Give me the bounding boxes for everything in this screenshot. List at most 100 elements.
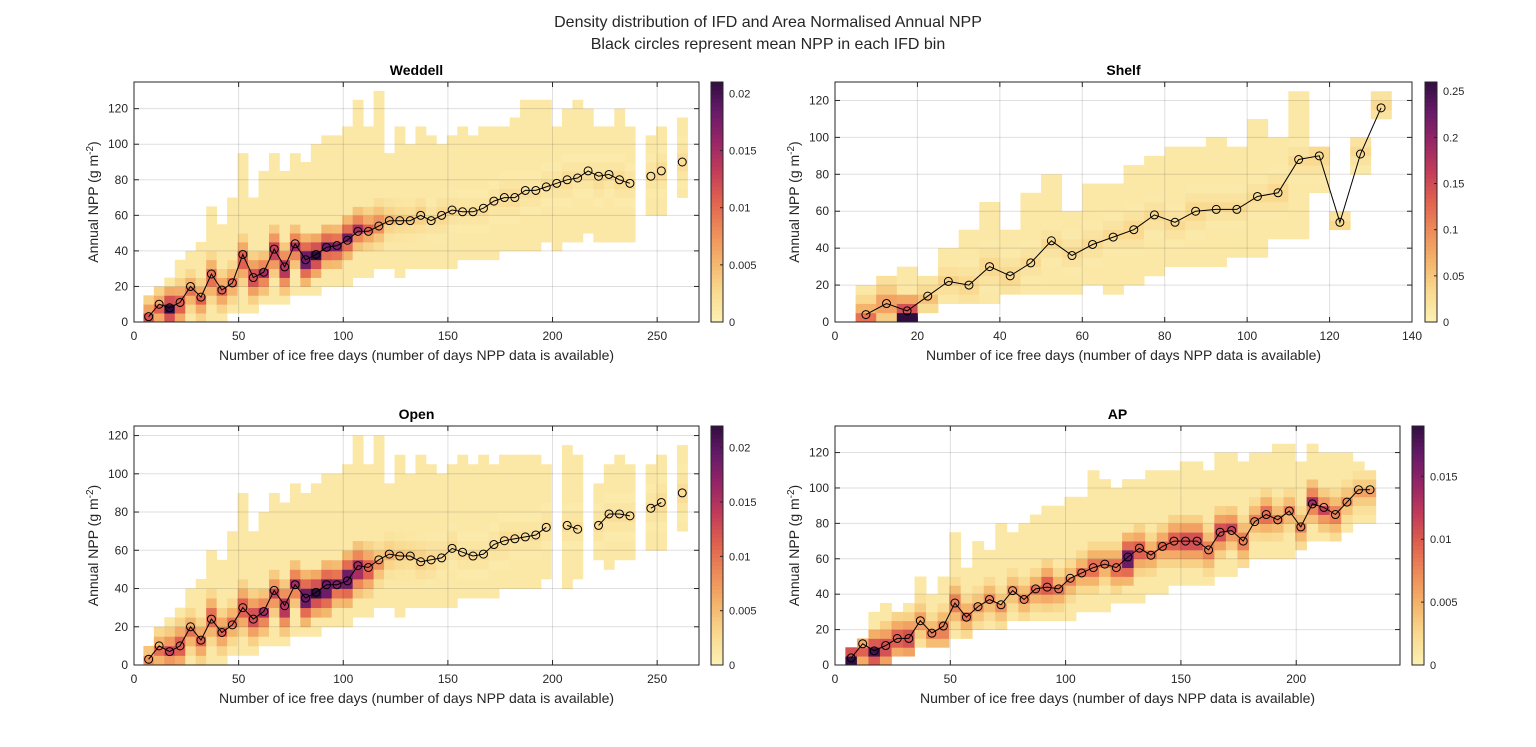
heatmap-cell (153, 313, 165, 323)
heatmap-cell (1029, 576, 1042, 586)
heatmap-cell (279, 569, 291, 580)
heatmap-cell (520, 521, 531, 532)
heatmap-cell (258, 626, 270, 637)
heatmap-cell (856, 656, 869, 666)
heatmap-cell (1329, 452, 1342, 462)
colorbar-step (711, 190, 723, 195)
heatmap-cell (891, 638, 904, 648)
heatmap-cell (1061, 238, 1083, 249)
heatmap-cell (1075, 567, 1088, 577)
heatmap-cell (227, 559, 238, 570)
heatmap-cell (258, 598, 270, 609)
heatmap-cell (310, 492, 322, 503)
mean-npp-marker (499, 193, 509, 203)
heatmap-cell (1123, 174, 1145, 184)
heatmap-cell (1041, 220, 1063, 231)
heatmap-cell (488, 550, 500, 561)
x-tick-label: 200 (1286, 672, 1306, 686)
heatmap-cell (572, 521, 584, 532)
heatmap-cell (1087, 505, 1100, 515)
heatmap-cell (415, 502, 427, 513)
heatmap-cell (478, 569, 490, 580)
colorbar-step (711, 445, 723, 451)
heatmap-cell (415, 540, 427, 551)
heatmap-cell (373, 135, 385, 145)
heatmap-cell (164, 313, 176, 323)
heatmap-cell (614, 144, 626, 154)
heatmap-cell (478, 483, 490, 494)
heatmap-cell (404, 598, 416, 609)
heatmap-cell (342, 242, 354, 252)
heatmap-cell (248, 645, 259, 656)
heatmap-cell (520, 512, 531, 522)
colorbar-step (1412, 521, 1424, 527)
heatmap-cell (1006, 549, 1019, 560)
heatmap-cell (352, 250, 364, 261)
heatmap-cell (279, 277, 291, 287)
heatmap-cell (541, 559, 552, 570)
heatmap-cell (593, 531, 605, 542)
heatmap-cell (1205, 248, 1227, 258)
mean-npp-marker (1192, 536, 1202, 546)
heatmap-cell (1295, 487, 1308, 498)
heatmap-cell (645, 512, 657, 522)
heatmap-cell (1288, 202, 1310, 212)
heatmap-cell (656, 521, 667, 532)
heatmap-cell (1144, 229, 1166, 240)
heatmap-cell (960, 629, 973, 639)
heatmap-cell (436, 502, 448, 513)
heatmap-cell (289, 531, 301, 542)
heatmap-cell (415, 188, 427, 198)
heatmap-cell (457, 206, 469, 216)
colorbar-step (711, 170, 723, 175)
heatmap-cell (572, 179, 584, 190)
heatmap-cell (572, 233, 584, 243)
heatmap-cell (436, 569, 448, 580)
heatmap-cell (467, 502, 479, 513)
heatmap-cell (342, 588, 354, 599)
heatmap-cell (1018, 541, 1031, 551)
heatmap-cell (321, 179, 333, 190)
colorbar: 00.050.10.150.20.25 (1424, 81, 1464, 329)
heatmap-cell (488, 540, 500, 551)
heatmap-cell (499, 170, 511, 181)
heatmap-cell (268, 617, 280, 628)
heatmap-cell (958, 294, 980, 304)
heatmap-cell (960, 603, 973, 613)
heatmap-cell (572, 117, 584, 127)
mean-npp-marker (961, 612, 971, 622)
heatmap-cell (903, 638, 915, 648)
heatmap-cell (926, 638, 939, 648)
heatmap-cell (258, 197, 270, 207)
mean-npp-marker (478, 203, 488, 213)
heatmap-cell (195, 617, 207, 628)
heatmap-cell (289, 153, 301, 163)
heatmap-cell (321, 242, 333, 252)
heatmap-cell (914, 585, 927, 595)
colorbar-step (1425, 302, 1437, 307)
heatmap-cell (561, 153, 573, 163)
heatmap-cell (446, 153, 458, 163)
heatmap-cell (958, 238, 980, 249)
colorbar-step (1425, 94, 1437, 99)
mean-npp-marker (1376, 103, 1386, 113)
colorbar-step (711, 585, 723, 590)
heatmap-cell (1214, 487, 1227, 498)
mean-npp-marker (227, 620, 237, 630)
heatmap-cell (258, 206, 270, 216)
heatmap-cell (185, 645, 197, 656)
heatmap-cell (216, 277, 228, 287)
heatmap-cell (1102, 238, 1124, 249)
heatmap-cell (1329, 514, 1342, 524)
heatmap-cell (1020, 220, 1042, 231)
heatmap-cell (1099, 549, 1111, 560)
heatmap-cell (614, 454, 626, 465)
heatmap-cell (677, 162, 688, 172)
heatmap-cell (614, 502, 626, 513)
mean-npp-marker (154, 299, 164, 309)
heatmap-cell (1272, 461, 1284, 471)
heatmap-cell (614, 550, 626, 561)
heatmap-cell (917, 285, 939, 295)
heatmap-cell (457, 578, 469, 589)
heatmap-cell (227, 626, 238, 637)
